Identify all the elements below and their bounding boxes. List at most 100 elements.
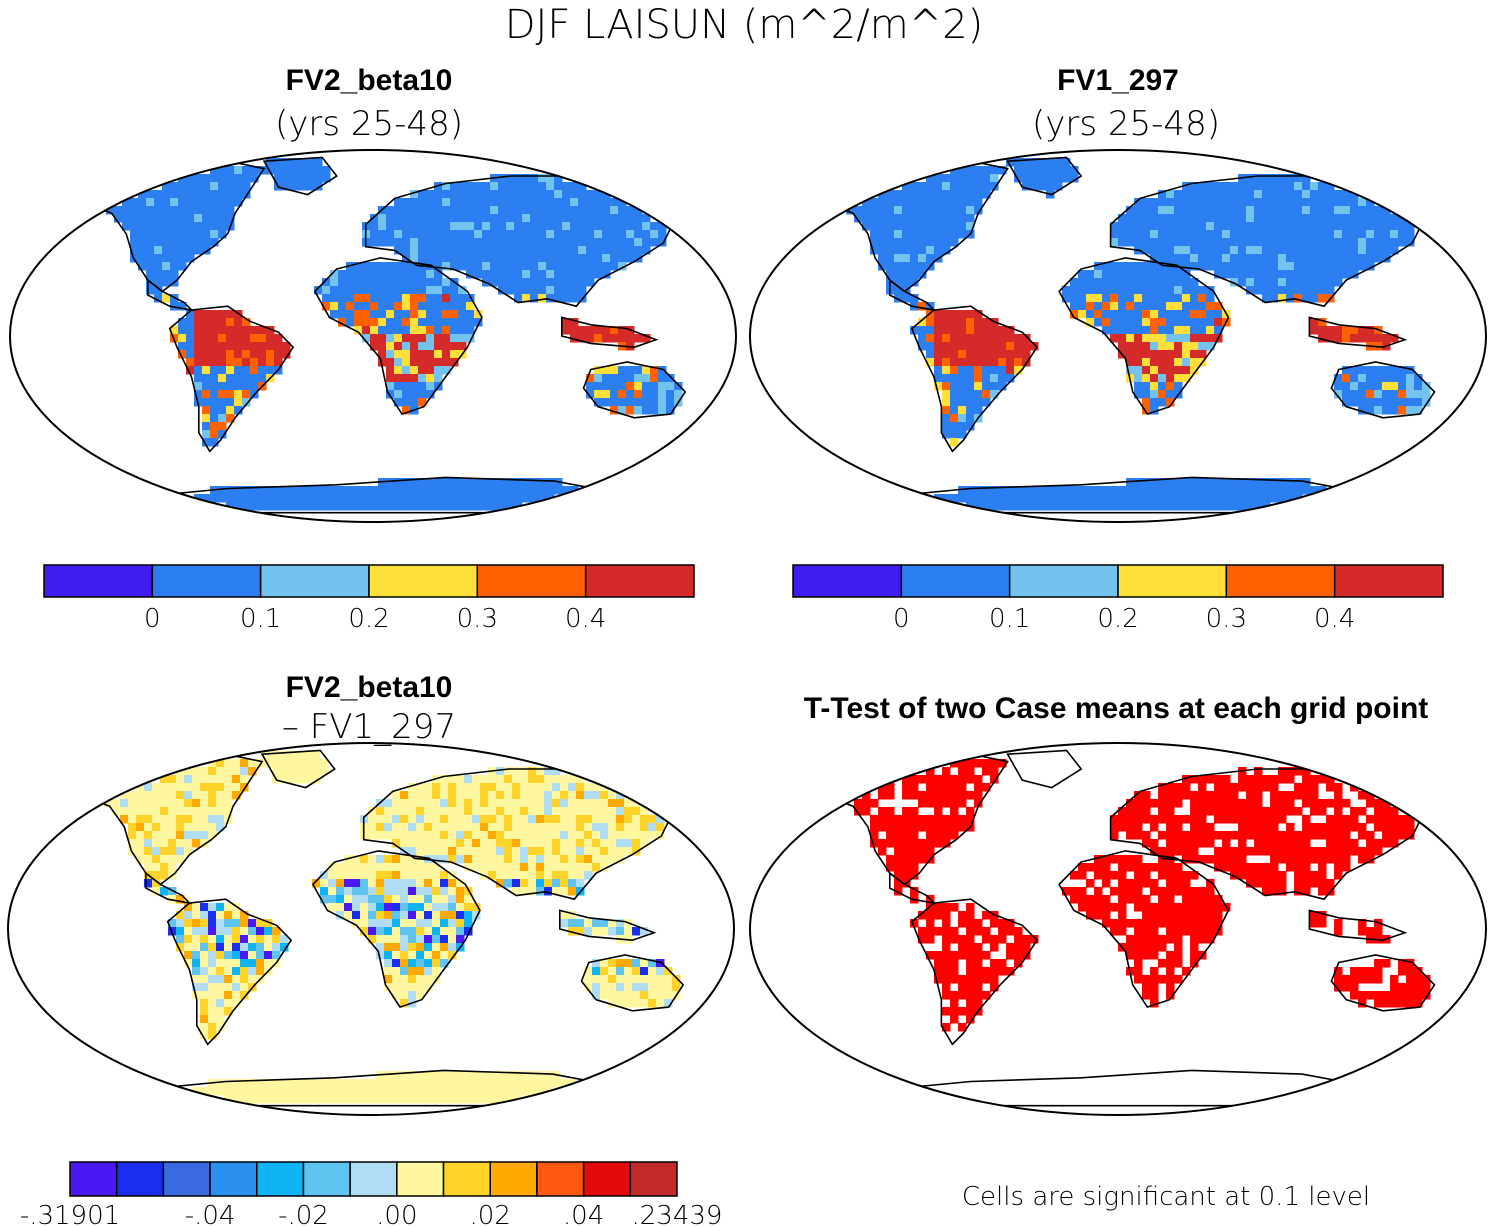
grid-cell: [926, 783, 935, 792]
grid-cell: [1334, 374, 1343, 383]
grid-cell: [266, 358, 275, 367]
grid-cell: [392, 887, 401, 896]
grid-cell: [186, 318, 195, 327]
grid-cell: [192, 815, 201, 824]
grid-cell: [360, 1095, 369, 1104]
grid-cell: [910, 871, 919, 880]
grid-cell: [918, 911, 927, 920]
grid-cell: [490, 198, 499, 207]
grid-cell: [256, 1095, 265, 1104]
grid-cell: [1262, 278, 1271, 287]
grid-cell: [1022, 342, 1031, 351]
grid-cell: [392, 823, 401, 832]
grid-cell: [1134, 815, 1143, 824]
grid-cell: [640, 967, 649, 976]
colorbar-tick-label: .04: [563, 1201, 604, 1227]
grid-cell: [290, 494, 299, 503]
coastline-seAsiaIslands: [558, 909, 657, 942]
grid-cell: [114, 214, 123, 223]
grid-cell: [1286, 190, 1295, 199]
grid-cell: [418, 358, 427, 367]
grid-cell: [918, 182, 927, 191]
grid-cell: [242, 398, 251, 407]
grid-cell: [1102, 278, 1111, 287]
coastline-southAmerica: [168, 305, 295, 453]
grid-cell: [176, 791, 185, 800]
grid-cell: [1278, 839, 1287, 848]
grid-cell: [1198, 326, 1207, 335]
panel-1-subtitle: (yrs 25-48): [275, 104, 463, 144]
grid-cell: [194, 374, 203, 383]
grid-cell: [942, 350, 951, 359]
grid-cell: [1110, 310, 1119, 319]
grid-cell: [522, 230, 531, 239]
grid-cell: [434, 270, 443, 279]
grid-cell: [1206, 799, 1215, 808]
grid-cell: [618, 246, 627, 255]
grid-cell: [1126, 230, 1135, 239]
grid-cell: [144, 815, 153, 824]
grid-cell: [1254, 815, 1263, 824]
grid-cell: [950, 414, 959, 423]
grid-cell: [1222, 815, 1231, 824]
grid-cell: [1174, 879, 1183, 888]
grid-cell: [418, 398, 427, 407]
map-panel-4: [749, 742, 1487, 1116]
colorbar-swatch: [115, 1161, 165, 1197]
grid-cell: [488, 839, 497, 848]
grid-cell: [1206, 911, 1215, 920]
grid-cell: [640, 959, 649, 968]
grid-cell: [1198, 911, 1207, 920]
grid-cell: [1126, 350, 1135, 359]
grid-cell: [402, 262, 411, 271]
grid-cell: [616, 991, 625, 1000]
grid-cell: [934, 318, 943, 327]
grid-cell: [618, 406, 627, 415]
grid-cell: [1198, 478, 1207, 487]
grid-cell: [250, 494, 259, 503]
grid-cell: [544, 847, 553, 856]
grid-cell: [870, 198, 879, 207]
grid-cell: [982, 382, 991, 391]
grid-cell: [846, 206, 855, 215]
grid-cell: [648, 999, 657, 1008]
grid-cell: [386, 310, 395, 319]
grid-cell: [448, 919, 457, 928]
grid-cell: [1118, 326, 1127, 335]
grid-cell: [562, 326, 571, 335]
grid-cell: [610, 366, 619, 375]
grid-cell: [1038, 486, 1047, 495]
grid-cell: [344, 911, 353, 920]
grid-cell: [998, 927, 1007, 936]
grid-cell: [176, 839, 185, 848]
grid-cell: [658, 398, 667, 407]
colorbar-swatch: [900, 564, 1011, 598]
grid-cell: [616, 831, 625, 840]
grid-cell: [1270, 254, 1279, 263]
grid-cell: [1022, 166, 1031, 175]
grid-cell: [966, 919, 975, 928]
grid-cell: [354, 326, 363, 335]
grid-cell: [1262, 478, 1271, 487]
grid-cell: [608, 967, 617, 976]
grid-cell: [1086, 318, 1095, 327]
grid-cell: [910, 887, 919, 896]
grid-cell: [216, 1023, 225, 1032]
grid-cell: [1158, 831, 1167, 840]
grid-cell: [114, 206, 123, 215]
grid-cell: [958, 935, 967, 944]
grid-cell: [192, 951, 201, 960]
grid-cell: [1142, 807, 1151, 816]
grid-cell: [378, 278, 387, 287]
grid-cell: [942, 198, 951, 207]
grid-cell: [1278, 815, 1287, 824]
grid-cell: [234, 350, 243, 359]
grid-cell: [256, 919, 265, 928]
grid-cell: [1094, 318, 1103, 327]
grid-cell: [258, 366, 267, 375]
grid-cell: [1334, 791, 1343, 800]
grid-cell: [1182, 911, 1191, 920]
grid-cell: [226, 190, 235, 199]
grid-cell: [376, 863, 385, 872]
grid-cell: [1198, 294, 1207, 303]
